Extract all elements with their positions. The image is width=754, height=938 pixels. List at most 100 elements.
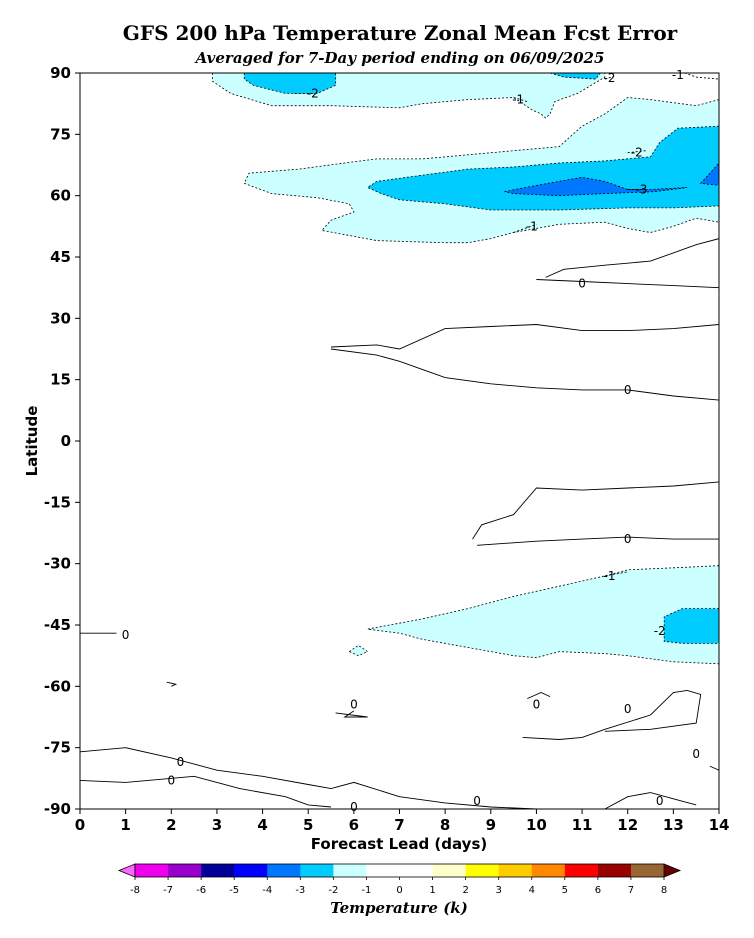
contour-line-21 xyxy=(709,765,719,771)
contour-label-3: -1 xyxy=(512,93,524,107)
y-tick-label-6: 0 xyxy=(61,432,71,450)
y-tick-label-7: -15 xyxy=(44,493,71,511)
colorbar-swatch-14 xyxy=(597,864,632,877)
colorbar-tick-label-16: 8 xyxy=(661,885,667,896)
x-tick-label-14: 14 xyxy=(709,816,730,834)
colorbar-swatch-2 xyxy=(201,864,235,877)
contour-label-20: 0 xyxy=(473,794,481,808)
y-tick-label-1: 75 xyxy=(50,125,71,143)
x-axis: 0 1 2 3 4 5 6 7 8 9 10 11 12 13 14 xyxy=(75,809,730,834)
colorbar-swatch-0 xyxy=(135,864,169,877)
contour-line-10 xyxy=(330,324,719,350)
contour-line-6 xyxy=(627,150,647,154)
colorbar-swatch-6 xyxy=(333,864,367,877)
y-tick-label-0: 90 xyxy=(50,64,71,82)
colorbar-tick-label-13: 5 xyxy=(562,885,568,896)
colorbar-swatch-10 xyxy=(465,864,499,877)
x-tick-label-6: 6 xyxy=(349,816,359,834)
x-tick-label-7: 7 xyxy=(394,816,404,834)
colorbar-tick-label-3: -5 xyxy=(229,885,239,896)
region-4 xyxy=(549,73,601,80)
contour-line-11 xyxy=(330,348,719,401)
colorbar-tick-label-4: -4 xyxy=(262,885,272,896)
colorbar-tick-label-12: 4 xyxy=(529,885,535,896)
contour-label-18: 0 xyxy=(692,747,700,761)
colorbar-tick-label-6: -2 xyxy=(328,885,338,896)
colorbar-swatch-9 xyxy=(432,864,466,877)
colorbar-swatch-5 xyxy=(300,864,334,877)
y-tick-label-11: -75 xyxy=(44,739,71,757)
contour-label-19: 0 xyxy=(350,800,358,814)
region-3 xyxy=(243,73,336,94)
colorbar-tick-label-1: -7 xyxy=(163,885,173,896)
contour-label-7: 0 xyxy=(578,277,586,291)
chart-title: GFS 200 hPa Temperature Zonal Mean Fcst … xyxy=(123,21,678,45)
x-tick-label-4: 4 xyxy=(257,816,267,834)
contour-label-4: -2 xyxy=(631,146,643,160)
contour-line-2 xyxy=(604,75,615,80)
contour-label-13: 0 xyxy=(350,698,358,712)
y-axis: 90 75 60 45 30 15 0 -15 -30 -45 -60 -75 -90 xyxy=(44,64,80,818)
colorbar-swatch-11 xyxy=(498,864,533,877)
colorbar-under-arrow xyxy=(117,863,136,878)
colorbar: -8 -7 -6 -5 -4 -3 -2 -1 0 1 2 3 4 5 6 7 8 xyxy=(117,863,682,896)
contour-line-17 xyxy=(527,692,551,700)
y-tick-label-5: 15 xyxy=(50,371,71,389)
region-7 xyxy=(367,565,719,665)
colorbar-tick-label-10: 2 xyxy=(462,885,468,896)
contour-label-21: 0 xyxy=(656,794,664,808)
contour-line-0 xyxy=(683,73,719,80)
region-8 xyxy=(663,608,719,644)
x-tick-label-11: 11 xyxy=(572,816,593,834)
colorbar-tick-label-8: 0 xyxy=(396,885,402,896)
x-tick-label-1: 1 xyxy=(120,816,130,834)
colorbar-label: Temperature (k) xyxy=(330,899,468,917)
colorbar-tick-label-9: 1 xyxy=(429,885,435,896)
colorbar-swatch-12 xyxy=(531,864,566,877)
contour-label-8: 0 xyxy=(624,383,632,397)
contour-label-10: -1 xyxy=(604,569,616,583)
colorbar-tick-label-5: -3 xyxy=(295,885,305,896)
colorbar-tick-label-15: 7 xyxy=(628,885,634,896)
region-6 xyxy=(699,162,719,186)
contour-label-12: 0 xyxy=(122,628,130,642)
contour-line-20 xyxy=(80,775,332,808)
contour-line-18 xyxy=(522,689,702,740)
x-tick-label-2: 2 xyxy=(166,816,176,834)
x-tick-label-13: 13 xyxy=(663,816,684,834)
colorbar-tick-label-0: -8 xyxy=(130,885,140,896)
contour-label-0: -2 xyxy=(307,86,319,100)
contour-label-11: -2 xyxy=(654,624,666,638)
y-tick-label-10: -60 xyxy=(44,677,71,695)
colorbar-tick-label-7: -1 xyxy=(361,885,371,896)
x-tick-label-5: 5 xyxy=(303,816,313,834)
colorbar-swatch-7 xyxy=(366,864,400,877)
y-tick-label-9: -45 xyxy=(44,616,71,634)
contour-line-19 xyxy=(80,747,537,809)
x-tick-label-0: 0 xyxy=(75,816,85,834)
contour-line-9 xyxy=(545,238,719,278)
chart-subtitle: Averaged for 7-Day period ending on 06/0… xyxy=(194,49,605,67)
contour-label-15: 0 xyxy=(624,702,632,716)
y-tick-label-12: -90 xyxy=(44,800,71,818)
contour-label-16: 0 xyxy=(177,755,185,769)
contour-label-6: -1 xyxy=(526,219,538,233)
colorbar-tick-label-14: 6 xyxy=(595,885,601,896)
x-axis-label: Forecast Lead (days) xyxy=(311,835,487,853)
contour-line-13 xyxy=(477,536,719,546)
contour-label-9: 0 xyxy=(624,532,632,546)
colorbar-swatch-4 xyxy=(267,864,301,877)
y-tick-label-2: 60 xyxy=(50,187,71,205)
colorbar-tick-label-11: 3 xyxy=(496,885,502,896)
contour-line-4 xyxy=(513,223,537,233)
region-2 xyxy=(366,125,719,211)
contour-label-5: -3 xyxy=(635,183,647,197)
y-tick-label-3: 45 xyxy=(50,248,71,266)
contour-line-16 xyxy=(335,710,368,718)
y-axis-label: Latitude xyxy=(23,406,41,477)
contour-line-22 xyxy=(604,792,697,809)
x-tick-label-3: 3 xyxy=(212,816,222,834)
